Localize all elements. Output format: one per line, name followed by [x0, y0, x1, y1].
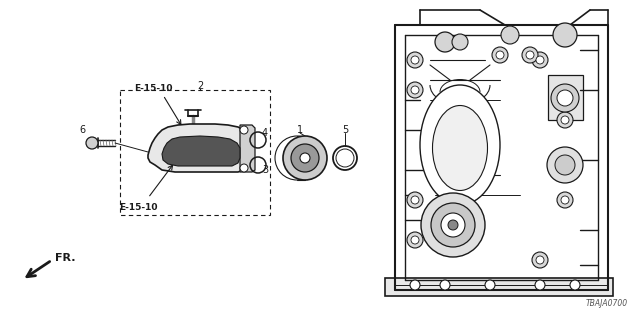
- Circle shape: [421, 193, 485, 257]
- Text: 6: 6: [79, 125, 85, 135]
- Circle shape: [411, 86, 419, 94]
- Circle shape: [240, 126, 248, 134]
- Circle shape: [452, 34, 468, 50]
- Circle shape: [557, 90, 573, 106]
- Circle shape: [553, 23, 577, 47]
- Circle shape: [407, 52, 423, 68]
- Text: 2: 2: [197, 81, 203, 91]
- Circle shape: [492, 47, 508, 63]
- Circle shape: [496, 51, 504, 59]
- Ellipse shape: [433, 106, 488, 190]
- Circle shape: [300, 153, 310, 163]
- Circle shape: [536, 256, 544, 264]
- Bar: [385, 278, 613, 296]
- Circle shape: [551, 84, 579, 112]
- Text: E-15-10: E-15-10: [134, 84, 172, 92]
- Circle shape: [561, 196, 569, 204]
- Circle shape: [411, 56, 419, 64]
- Polygon shape: [148, 124, 250, 172]
- Circle shape: [547, 147, 583, 183]
- Circle shape: [485, 280, 495, 290]
- Circle shape: [532, 252, 548, 268]
- Circle shape: [86, 137, 98, 149]
- Circle shape: [407, 192, 423, 208]
- Text: 5: 5: [342, 125, 348, 135]
- Circle shape: [291, 144, 319, 172]
- Circle shape: [535, 280, 545, 290]
- Circle shape: [410, 280, 420, 290]
- Circle shape: [431, 203, 475, 247]
- Circle shape: [411, 236, 419, 244]
- Circle shape: [501, 26, 519, 44]
- Circle shape: [441, 213, 465, 237]
- Circle shape: [526, 51, 534, 59]
- Circle shape: [448, 220, 458, 230]
- Circle shape: [240, 164, 248, 172]
- Bar: [548, 75, 583, 120]
- Text: FR.: FR.: [55, 253, 76, 263]
- Polygon shape: [240, 125, 255, 172]
- Circle shape: [557, 112, 573, 128]
- Polygon shape: [162, 136, 240, 166]
- Circle shape: [532, 52, 548, 68]
- Text: TBAJA0700: TBAJA0700: [586, 299, 628, 308]
- Circle shape: [435, 32, 455, 52]
- Circle shape: [570, 280, 580, 290]
- Bar: [120, 90, 270, 215]
- Circle shape: [557, 192, 573, 208]
- Text: E-15-10: E-15-10: [119, 203, 157, 212]
- Circle shape: [522, 47, 538, 63]
- Circle shape: [555, 155, 575, 175]
- Text: 3: 3: [262, 165, 268, 175]
- Ellipse shape: [420, 85, 500, 205]
- Circle shape: [440, 280, 450, 290]
- Circle shape: [561, 116, 569, 124]
- Circle shape: [411, 196, 419, 204]
- Circle shape: [407, 232, 423, 248]
- Text: 1: 1: [297, 125, 303, 135]
- Text: 4: 4: [262, 128, 268, 138]
- Circle shape: [283, 136, 327, 180]
- Circle shape: [407, 82, 423, 98]
- Circle shape: [536, 56, 544, 64]
